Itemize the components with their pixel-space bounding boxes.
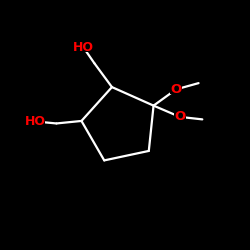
Text: HO: HO xyxy=(25,115,46,128)
Bar xyxy=(170,84,182,94)
Bar xyxy=(174,112,186,122)
Text: O: O xyxy=(170,83,182,96)
Bar xyxy=(25,117,45,126)
Text: O: O xyxy=(174,110,186,123)
Bar xyxy=(73,42,93,52)
Text: HO: HO xyxy=(73,40,94,54)
